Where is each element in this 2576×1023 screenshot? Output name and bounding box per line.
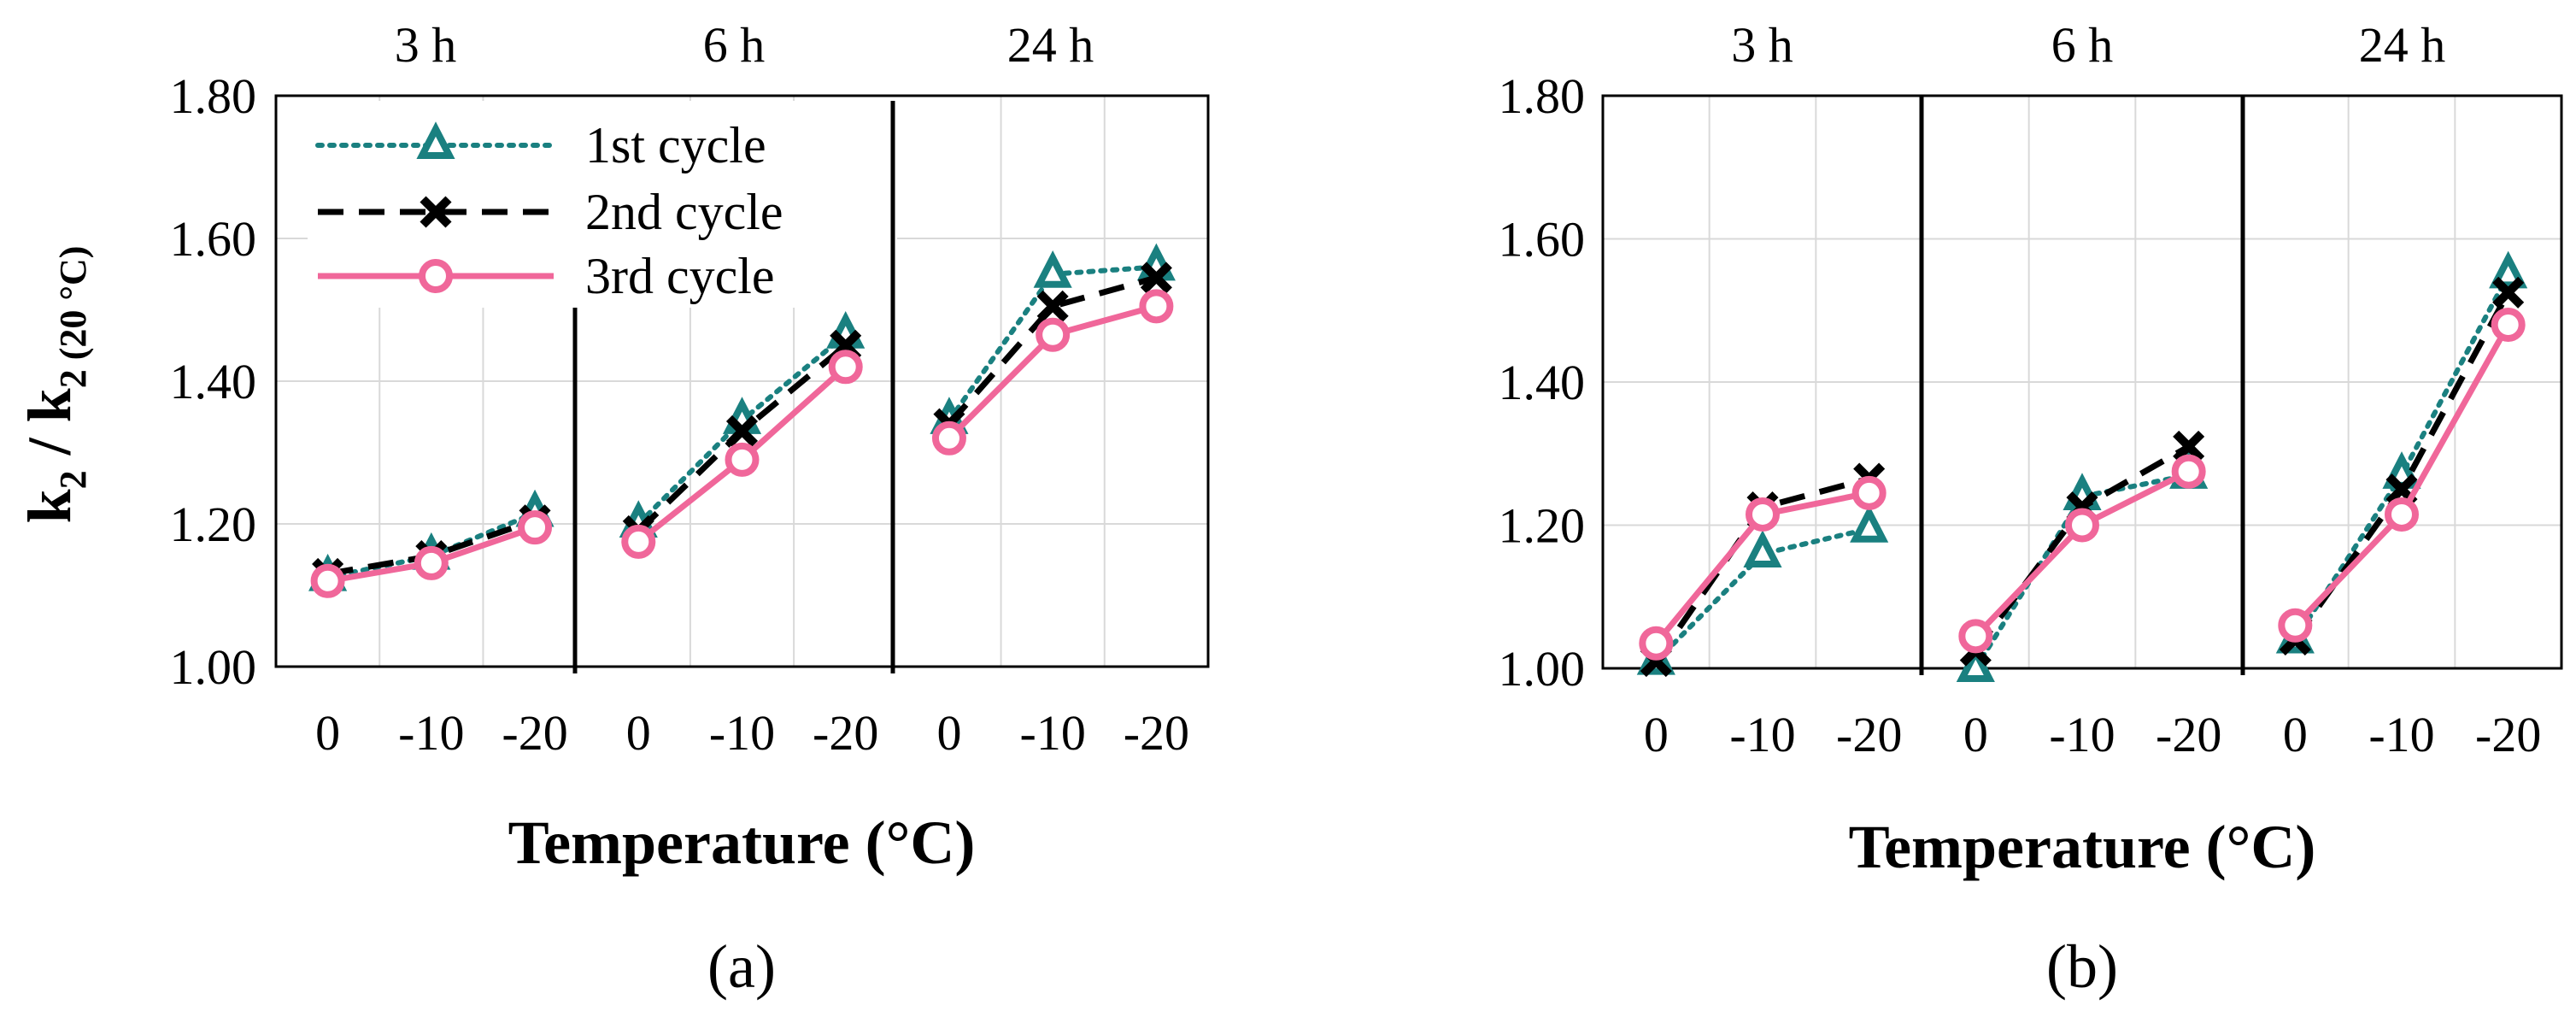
data-point-x [725,414,759,447]
data-point-circle [621,524,656,559]
data-point-circle [310,563,345,598]
data-point-triangle [2489,250,2528,289]
data-point-triangle [1850,504,1889,543]
x-tick-label: -20 [1836,707,1902,762]
y-tick-label: 1.00 [1499,641,1586,697]
x-tick-label: -10 [1729,707,1795,762]
data-point-x [2173,430,2205,462]
y-tick-label: 1.60 [1499,212,1586,268]
x-tick-label: 0 [2283,707,2308,762]
data-point-triangle [1956,644,1995,682]
x-tick-label: -10 [2368,707,2434,762]
group-label: 3 h [395,17,457,73]
y-tick-label: 1.80 [170,68,257,124]
y-axis-title-part: k [15,388,84,422]
data-point-circle [2385,497,2419,532]
group-label: 24 h [1007,17,1094,73]
y-axis-title-part: / [15,422,84,470]
data-point-x [1036,290,1069,322]
x-tick-label: 0 [315,705,340,761]
y-axis-title: k2 / k2 (20 °C) [15,246,94,524]
legend-marker-circle [419,259,453,293]
x-tick-label: -10 [2049,707,2115,762]
x-tick-label: -10 [1020,705,1086,761]
x-tick-label: -20 [2156,707,2221,762]
y-tick-label: 1.80 [1499,68,1586,124]
x-tick-label: -10 [709,705,775,761]
x-tick-label: -10 [398,705,464,761]
plot-frame [274,94,1210,668]
data-point-circle [2491,308,2526,342]
group-label: 6 h [2051,17,2114,73]
y-tick-label: 1.40 [1499,355,1586,410]
data-point-x [1140,262,1172,294]
data-point-circle [518,510,553,545]
plot-frame [1601,94,2563,670]
legend-entry: 3rd cycle [585,248,775,304]
y-axis-title-part: 2 [52,470,94,489]
x-tick-label: 0 [1644,707,1669,762]
data-point-circle [931,420,966,456]
data-point-triangle [1743,530,1782,567]
data-point-circle [1139,289,1174,324]
data-point-circle [1036,317,1071,352]
y-tick-label: 1.00 [170,639,257,695]
legend-marker-x [420,196,452,228]
data-point-circle [414,545,449,580]
chart-panel-b: 1.00 1.20 1.40 1.60 1.80 3 h 0 -10 -20 6 h 0 -10 -20… [1499,17,2563,1001]
x-tick-label: 0 [1963,707,1988,762]
panel-label: (b) [2046,932,2118,1001]
y-tick-label: 1.40 [170,354,257,409]
x-tick-label: -20 [2475,707,2541,762]
group-label: 3 h [1731,17,1793,73]
series-line [947,274,1158,426]
y-tick-label: 1.60 [170,211,257,267]
x-tick-label: 0 [626,705,651,761]
panel-label: (a) [707,932,776,1001]
data-point-circle [1851,475,1887,510]
data-point-triangle [1033,250,1072,288]
x-axis-title: Temperature (°C) [1849,813,2316,881]
group-label: 24 h [2359,17,2446,73]
x-tick-label: -20 [1124,705,1189,761]
x-axis-title: Temperature (°C) [508,808,976,877]
data-point-circle [1746,497,1780,532]
group-label: 6 h [703,17,766,73]
data-point-circle [2278,608,2313,643]
series-line [636,343,848,533]
data-point-circle [2065,508,2099,543]
data-point-x [2492,276,2525,309]
data-point-circle [725,442,760,477]
data-point-circle [1958,619,1993,654]
data-point-circle [2171,454,2206,489]
legend-marker-triangle [416,121,455,159]
series-line [1653,526,1872,664]
y-tick-label: 1.20 [1499,498,1586,554]
x-tick-label: -20 [813,705,878,761]
x-tick-label: 0 [936,705,961,761]
chart-panel-a: 1.00 1.20 1.40 1.60 1.80 3 h 0 -10 -20 6 h 0 -10 -20… [15,17,1210,1001]
y-axis-title-part: k [15,489,84,523]
y-tick-label: 1.20 [170,497,257,552]
legend-entry: 1st cycle [585,117,766,173]
data-point-circle [828,350,863,385]
y-axis-title-part: 2 (20 °C) [52,246,94,389]
x-tick-label: -20 [502,705,567,761]
legend-entry: 2nd cycle [585,184,783,240]
data-point-circle [1639,626,1674,661]
